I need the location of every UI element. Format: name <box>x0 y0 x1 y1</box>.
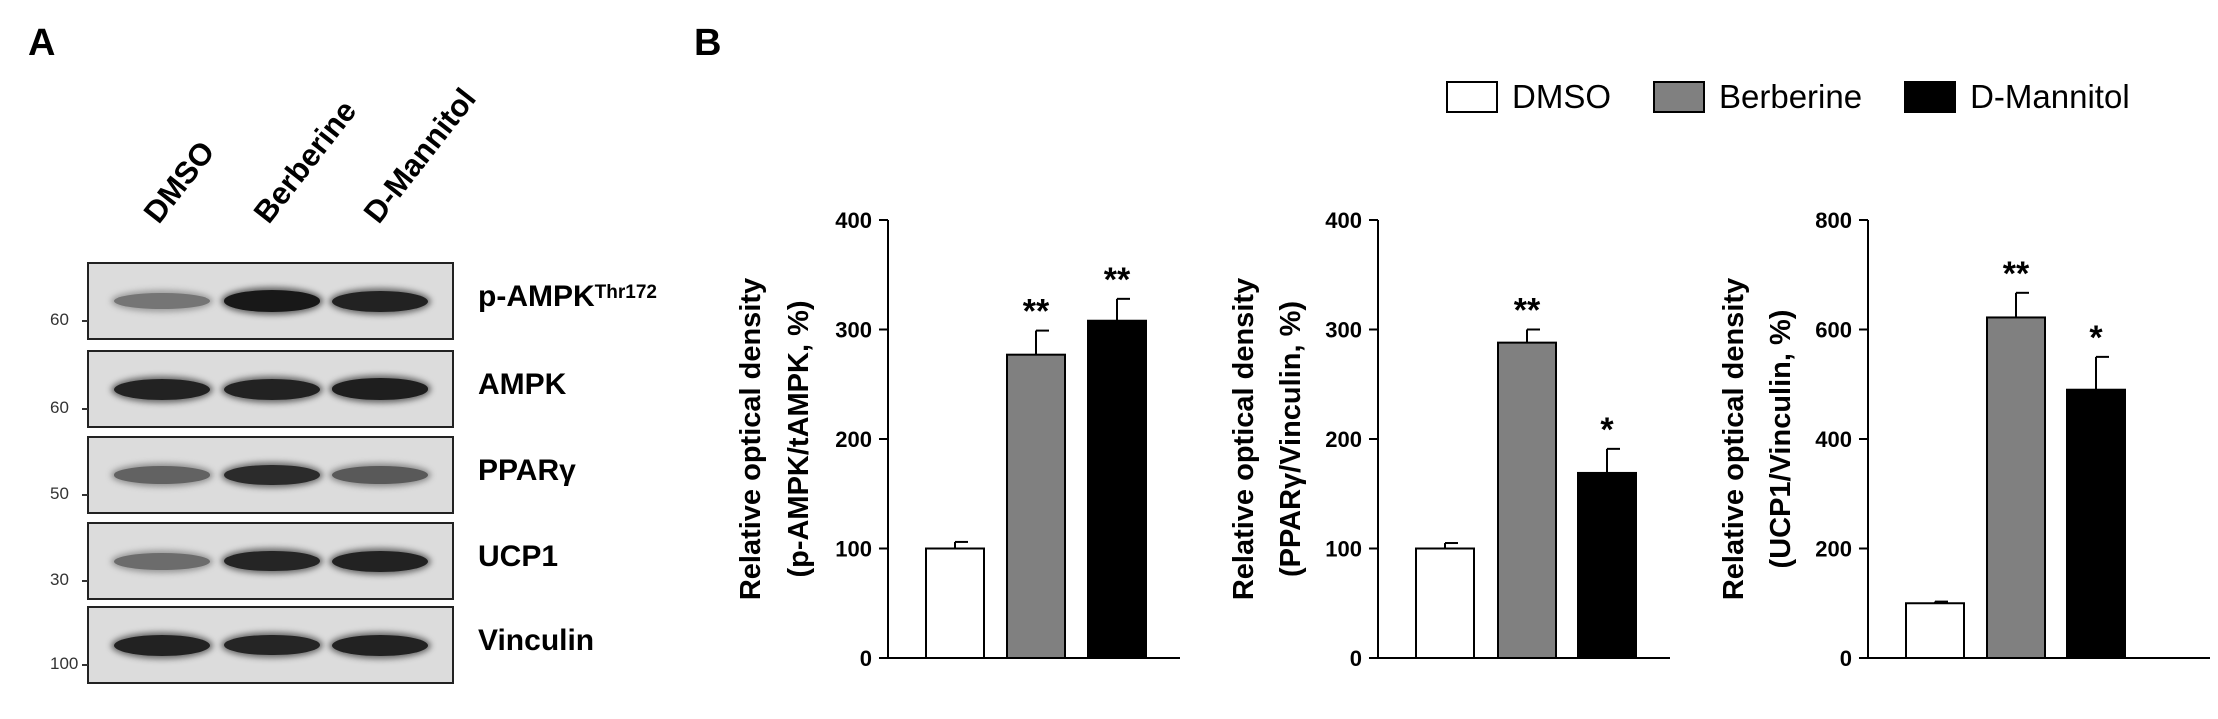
significance-marker: * <box>2089 319 2103 357</box>
panel-letter-b: B <box>694 22 722 64</box>
bar <box>1415 547 1475 659</box>
bar <box>1905 602 1965 659</box>
protein-name: PPARγ <box>478 454 576 487</box>
y-tick-label: 400 <box>835 208 872 233</box>
legend-item: D-Mannitol <box>1904 78 2130 116</box>
significance-marker: ** <box>1514 292 1541 330</box>
y-tick-label: 300 <box>1325 318 1362 343</box>
y-tick-label: 300 <box>835 318 872 343</box>
blot-label-1: AMPK <box>478 368 566 402</box>
blot-band <box>332 466 428 484</box>
y-axis-label: (UCP1/Vinculin, %) <box>1765 310 1797 569</box>
y-tick-label: 0 <box>1840 646 1852 671</box>
blot-strip-2 <box>87 436 454 514</box>
y-tick-label: 400 <box>1325 208 1362 233</box>
mw-marker-label: 50 <box>50 484 69 503</box>
bar <box>2066 388 2126 659</box>
blot-label-3: UCP1 <box>478 540 558 574</box>
bar <box>1497 341 1557 659</box>
bar <box>1577 471 1637 659</box>
significance-marker: ** <box>1104 261 1131 299</box>
bar <box>1006 353 1066 659</box>
y-tick-label: 0 <box>1350 646 1362 671</box>
mw-marker-label: 100 <box>50 654 79 673</box>
legend-label: D-Mannitol <box>1970 78 2130 115</box>
mw-marker-tick <box>82 580 88 582</box>
y-axis-label: Relative optical density <box>1228 278 1260 600</box>
blot-band <box>224 464 320 486</box>
mw-marker-tick <box>82 320 88 322</box>
blot-strip-4 <box>87 606 454 684</box>
panel-letter-a: A <box>28 22 56 64</box>
y-tick-label: 600 <box>1815 318 1852 343</box>
bar <box>1986 316 2046 659</box>
blot-band <box>114 292 210 310</box>
y-tick-label: 100 <box>835 537 872 562</box>
y-tick-label: 100 <box>1325 537 1362 562</box>
y-axis-label: Relative optical density <box>735 278 767 600</box>
y-axis-label: (PPARγ/Vinculin, %) <box>1275 301 1307 577</box>
blot-band <box>114 466 210 484</box>
significance-marker: ** <box>1023 293 1050 331</box>
legend-swatch <box>1446 81 1498 113</box>
blot-band <box>224 290 320 312</box>
y-axis-label: (p-AMPK/tAMPK, %) <box>783 300 815 577</box>
blot-band <box>114 552 210 570</box>
bar <box>925 547 985 659</box>
blot-band <box>332 550 428 572</box>
legend-swatch <box>1904 81 1957 113</box>
mw-marker-tick <box>82 408 88 410</box>
legend-label: Berberine <box>1719 78 1863 115</box>
western-blot-panel: DMSO Berberine D-Mannitol p-AMPKThr172 60 AMP… <box>0 0 680 719</box>
blot-label-2: PPARγ <box>478 454 576 488</box>
y-tick-label: 200 <box>835 427 872 452</box>
blot-band <box>114 634 210 656</box>
protein-site: Thr172 <box>594 282 657 303</box>
significance-marker: ** <box>2003 255 2030 293</box>
blot-band <box>332 290 428 312</box>
mw-marker-tick <box>82 664 88 666</box>
bar <box>1087 319 1147 659</box>
blot-band <box>224 634 320 656</box>
blot-label-4: Vinculin <box>478 624 594 658</box>
protein-name: UCP1 <box>478 540 559 573</box>
legend-label: DMSO <box>1512 78 1611 115</box>
blot-label-0: p-AMPKThr172 <box>478 280 657 314</box>
y-tick-label: 800 <box>1815 208 1852 233</box>
mw-marker-label: 30 <box>50 570 69 589</box>
blot-band <box>224 378 320 400</box>
y-axis-label: Relative optical density <box>1718 278 1750 600</box>
blot-strip-1 <box>87 350 454 428</box>
blot-strip-0 <box>87 262 454 340</box>
y-tick-label: 400 <box>1815 427 1852 452</box>
chart-legend: DMSO Berberine D-Mannitol <box>1446 72 2172 122</box>
blot-strip-3 <box>87 522 454 600</box>
protein-name: Vinculin <box>478 624 595 657</box>
protein-name: AMPK <box>478 368 567 401</box>
legend-item: Berberine <box>1653 78 1862 116</box>
mw-marker-label: 60 <box>50 398 69 417</box>
y-tick-label: 200 <box>1325 427 1362 452</box>
mw-marker-tick <box>82 494 88 496</box>
blot-band <box>114 378 210 400</box>
protein-name: p-AMPK <box>478 280 595 313</box>
legend-swatch <box>1653 81 1705 113</box>
blot-band <box>332 378 428 400</box>
mw-marker-label: 60 <box>50 310 69 329</box>
blot-band <box>224 550 320 572</box>
significance-marker: * <box>1600 411 1614 449</box>
blot-band <box>332 634 428 656</box>
legend-item: DMSO <box>1446 78 1611 116</box>
y-tick-label: 0 <box>860 646 872 671</box>
y-tick-label: 200 <box>1815 537 1852 562</box>
